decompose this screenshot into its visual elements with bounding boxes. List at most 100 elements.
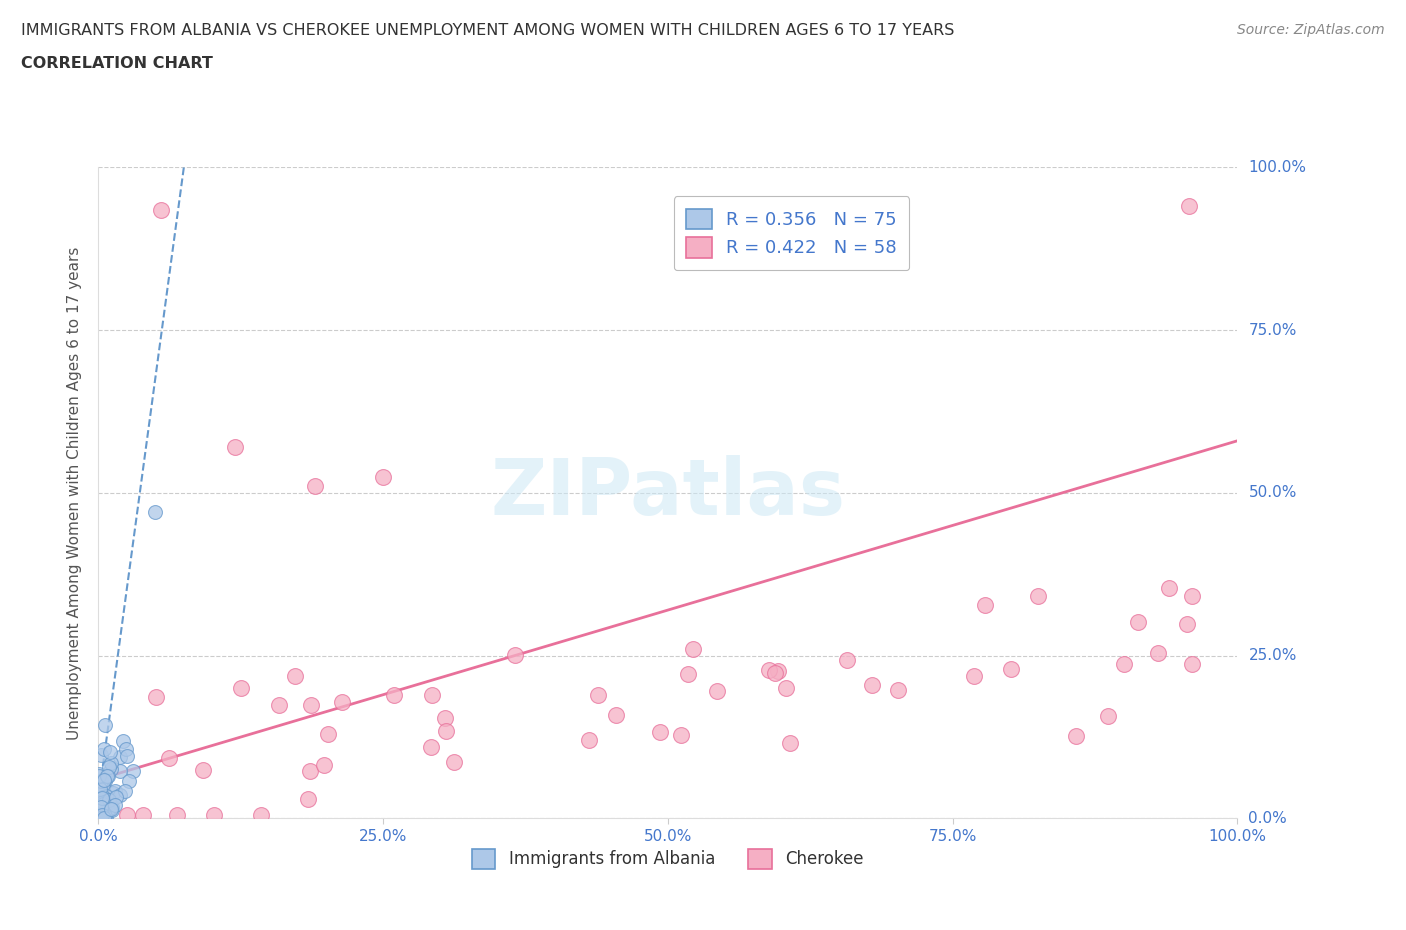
Point	[93, 811, 115, 826]
Point	[860, 678, 883, 693]
Point	[91, 780, 114, 795]
Point	[1128, 615, 1150, 630]
Point	[87, 811, 110, 826]
Text: 75.0%: 75.0%	[1249, 323, 1296, 338]
Point	[1175, 617, 1198, 631]
Point	[97, 794, 120, 809]
Point	[93, 805, 115, 820]
Point	[108, 787, 131, 802]
Point	[96, 795, 118, 810]
Point	[434, 724, 457, 738]
Point	[145, 505, 167, 520]
Point	[101, 800, 124, 815]
Point	[90, 774, 112, 789]
Text: 50.0%: 50.0%	[1249, 485, 1296, 500]
Text: CORRELATION CHART: CORRELATION CHART	[21, 56, 212, 71]
Point	[249, 807, 271, 823]
Legend: Immigrants from Albania, Cherokee: Immigrants from Albania, Cherokee	[465, 843, 870, 875]
Text: Source: ZipAtlas.com: Source: ZipAtlas.com	[1237, 23, 1385, 37]
Point	[93, 811, 115, 826]
Point	[768, 663, 790, 678]
Point	[97, 803, 120, 817]
Point	[91, 790, 114, 804]
Point	[93, 770, 115, 785]
Point	[371, 469, 394, 484]
Point	[110, 750, 132, 764]
Point	[122, 764, 145, 778]
Point	[648, 724, 671, 739]
Point	[89, 787, 111, 802]
Point	[114, 784, 136, 799]
Point	[98, 745, 121, 760]
Point	[87, 811, 110, 826]
Point	[100, 803, 122, 817]
Point	[91, 778, 114, 793]
Point	[962, 669, 984, 684]
Point	[87, 766, 110, 781]
Point	[312, 758, 335, 773]
Point	[100, 802, 122, 817]
Point	[974, 598, 997, 613]
Point	[93, 742, 115, 757]
Point	[90, 799, 112, 814]
Point	[87, 807, 110, 822]
Point	[301, 698, 323, 712]
Point	[779, 736, 801, 751]
Point	[229, 681, 252, 696]
Point	[94, 801, 117, 816]
Point	[676, 667, 699, 682]
Point	[90, 748, 112, 763]
Point	[763, 665, 786, 680]
Point	[98, 792, 121, 807]
Point	[94, 808, 117, 823]
Point	[1114, 656, 1136, 671]
Point	[118, 774, 141, 789]
Point	[91, 811, 114, 826]
Text: 100.0%: 100.0%	[1249, 160, 1306, 175]
Point	[114, 742, 136, 757]
Point	[145, 690, 167, 705]
Point	[384, 688, 406, 703]
Point	[93, 811, 115, 826]
Point	[96, 769, 118, 784]
Point	[150, 203, 173, 218]
Point	[669, 727, 692, 742]
Point	[91, 794, 114, 809]
Point	[157, 751, 180, 765]
Point	[115, 749, 138, 764]
Point	[434, 711, 457, 725]
Point	[93, 811, 115, 826]
Point	[1000, 662, 1022, 677]
Point	[97, 760, 120, 775]
Point	[93, 791, 115, 806]
Point	[1181, 589, 1204, 604]
Point	[1147, 645, 1170, 660]
Point	[420, 688, 443, 703]
Point	[1064, 729, 1087, 744]
Point	[90, 807, 112, 822]
Point	[297, 791, 319, 806]
Point	[419, 740, 441, 755]
Point	[166, 807, 188, 823]
Point	[104, 783, 127, 798]
Point	[758, 662, 780, 677]
Point	[90, 800, 112, 815]
Point	[330, 695, 353, 710]
Point	[837, 653, 859, 668]
Point	[586, 687, 609, 702]
Point	[90, 790, 112, 805]
Point	[97, 769, 120, 784]
Point	[1097, 709, 1119, 724]
Point	[131, 807, 153, 823]
Point	[682, 642, 704, 657]
Point	[269, 698, 291, 712]
Point	[93, 773, 115, 788]
Text: 25.0%: 25.0%	[1249, 648, 1296, 663]
Text: ZIPatlas: ZIPatlas	[491, 455, 845, 531]
Point	[1157, 580, 1180, 595]
Point	[578, 733, 600, 748]
Point	[87, 811, 110, 826]
Point	[94, 718, 117, 733]
Point	[93, 773, 115, 788]
Point	[90, 790, 112, 805]
